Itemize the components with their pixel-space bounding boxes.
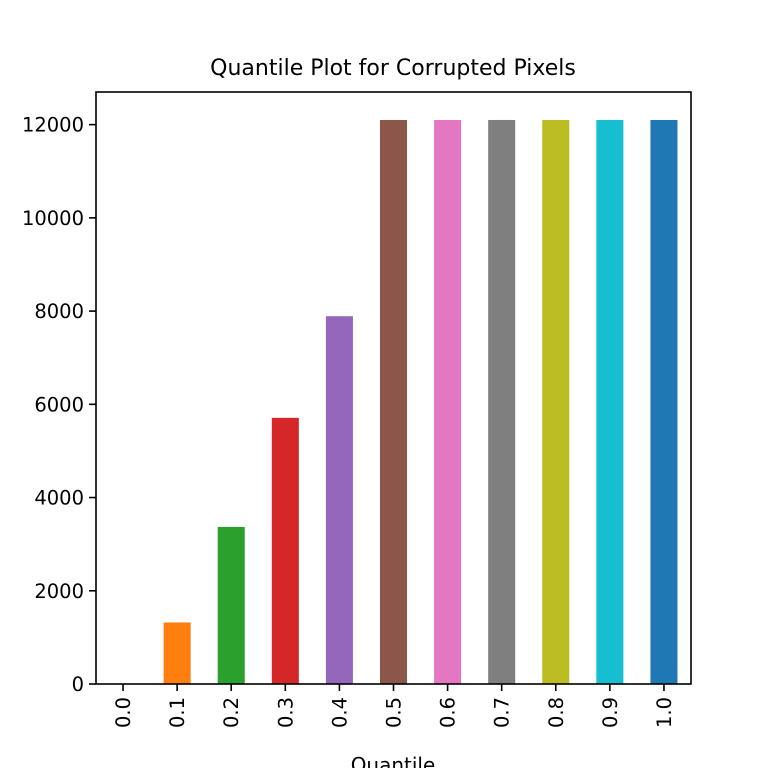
x-tick-label: 0.7 xyxy=(491,697,514,728)
bar-0.8 xyxy=(542,119,570,685)
x-tick-label: 0.2 xyxy=(220,697,243,728)
y-tick-label: 12000 xyxy=(22,114,84,137)
x-tick-label: 0.4 xyxy=(328,697,351,728)
x-tick-label: 0.3 xyxy=(274,697,297,728)
x-tick-label: 0.5 xyxy=(383,697,406,728)
x-tick-label: 0.8 xyxy=(545,697,568,728)
plot-area: 0 2000 4000 6000 8000 10000 12000 0.0 0.1 0.2 0.3 0… xyxy=(22,91,692,728)
x-tick-label: 0.0 xyxy=(112,697,135,728)
chart-title: Quantile Plot for Corrupted Pixels xyxy=(210,56,576,81)
y-tick-label: 8000 xyxy=(34,300,84,323)
bar-0.4 xyxy=(325,316,353,684)
bar-0.3 xyxy=(271,417,299,684)
x-tick-label: 1.0 xyxy=(653,697,676,728)
bar-1.0 xyxy=(650,119,678,685)
y-tick-label: 10000 xyxy=(22,207,84,230)
x-tick-label: 0.6 xyxy=(437,697,460,728)
bar-0.1 xyxy=(163,622,191,684)
y-tick-label: 6000 xyxy=(34,393,84,416)
x-tick-label: 0.1 xyxy=(166,697,189,728)
y-tick-label: 0 xyxy=(72,673,84,696)
x-tick-label: 0.9 xyxy=(599,697,622,728)
bar-0.5 xyxy=(379,119,408,685)
bar-0.6 xyxy=(434,119,462,685)
x-axis-label: Quantile xyxy=(351,753,436,768)
y-tick-label: 2000 xyxy=(34,580,84,603)
bar-0.9 xyxy=(596,119,624,685)
bar-0.2 xyxy=(217,526,245,684)
y-tick-label: 4000 xyxy=(34,487,84,510)
bar-0.7 xyxy=(488,119,516,685)
